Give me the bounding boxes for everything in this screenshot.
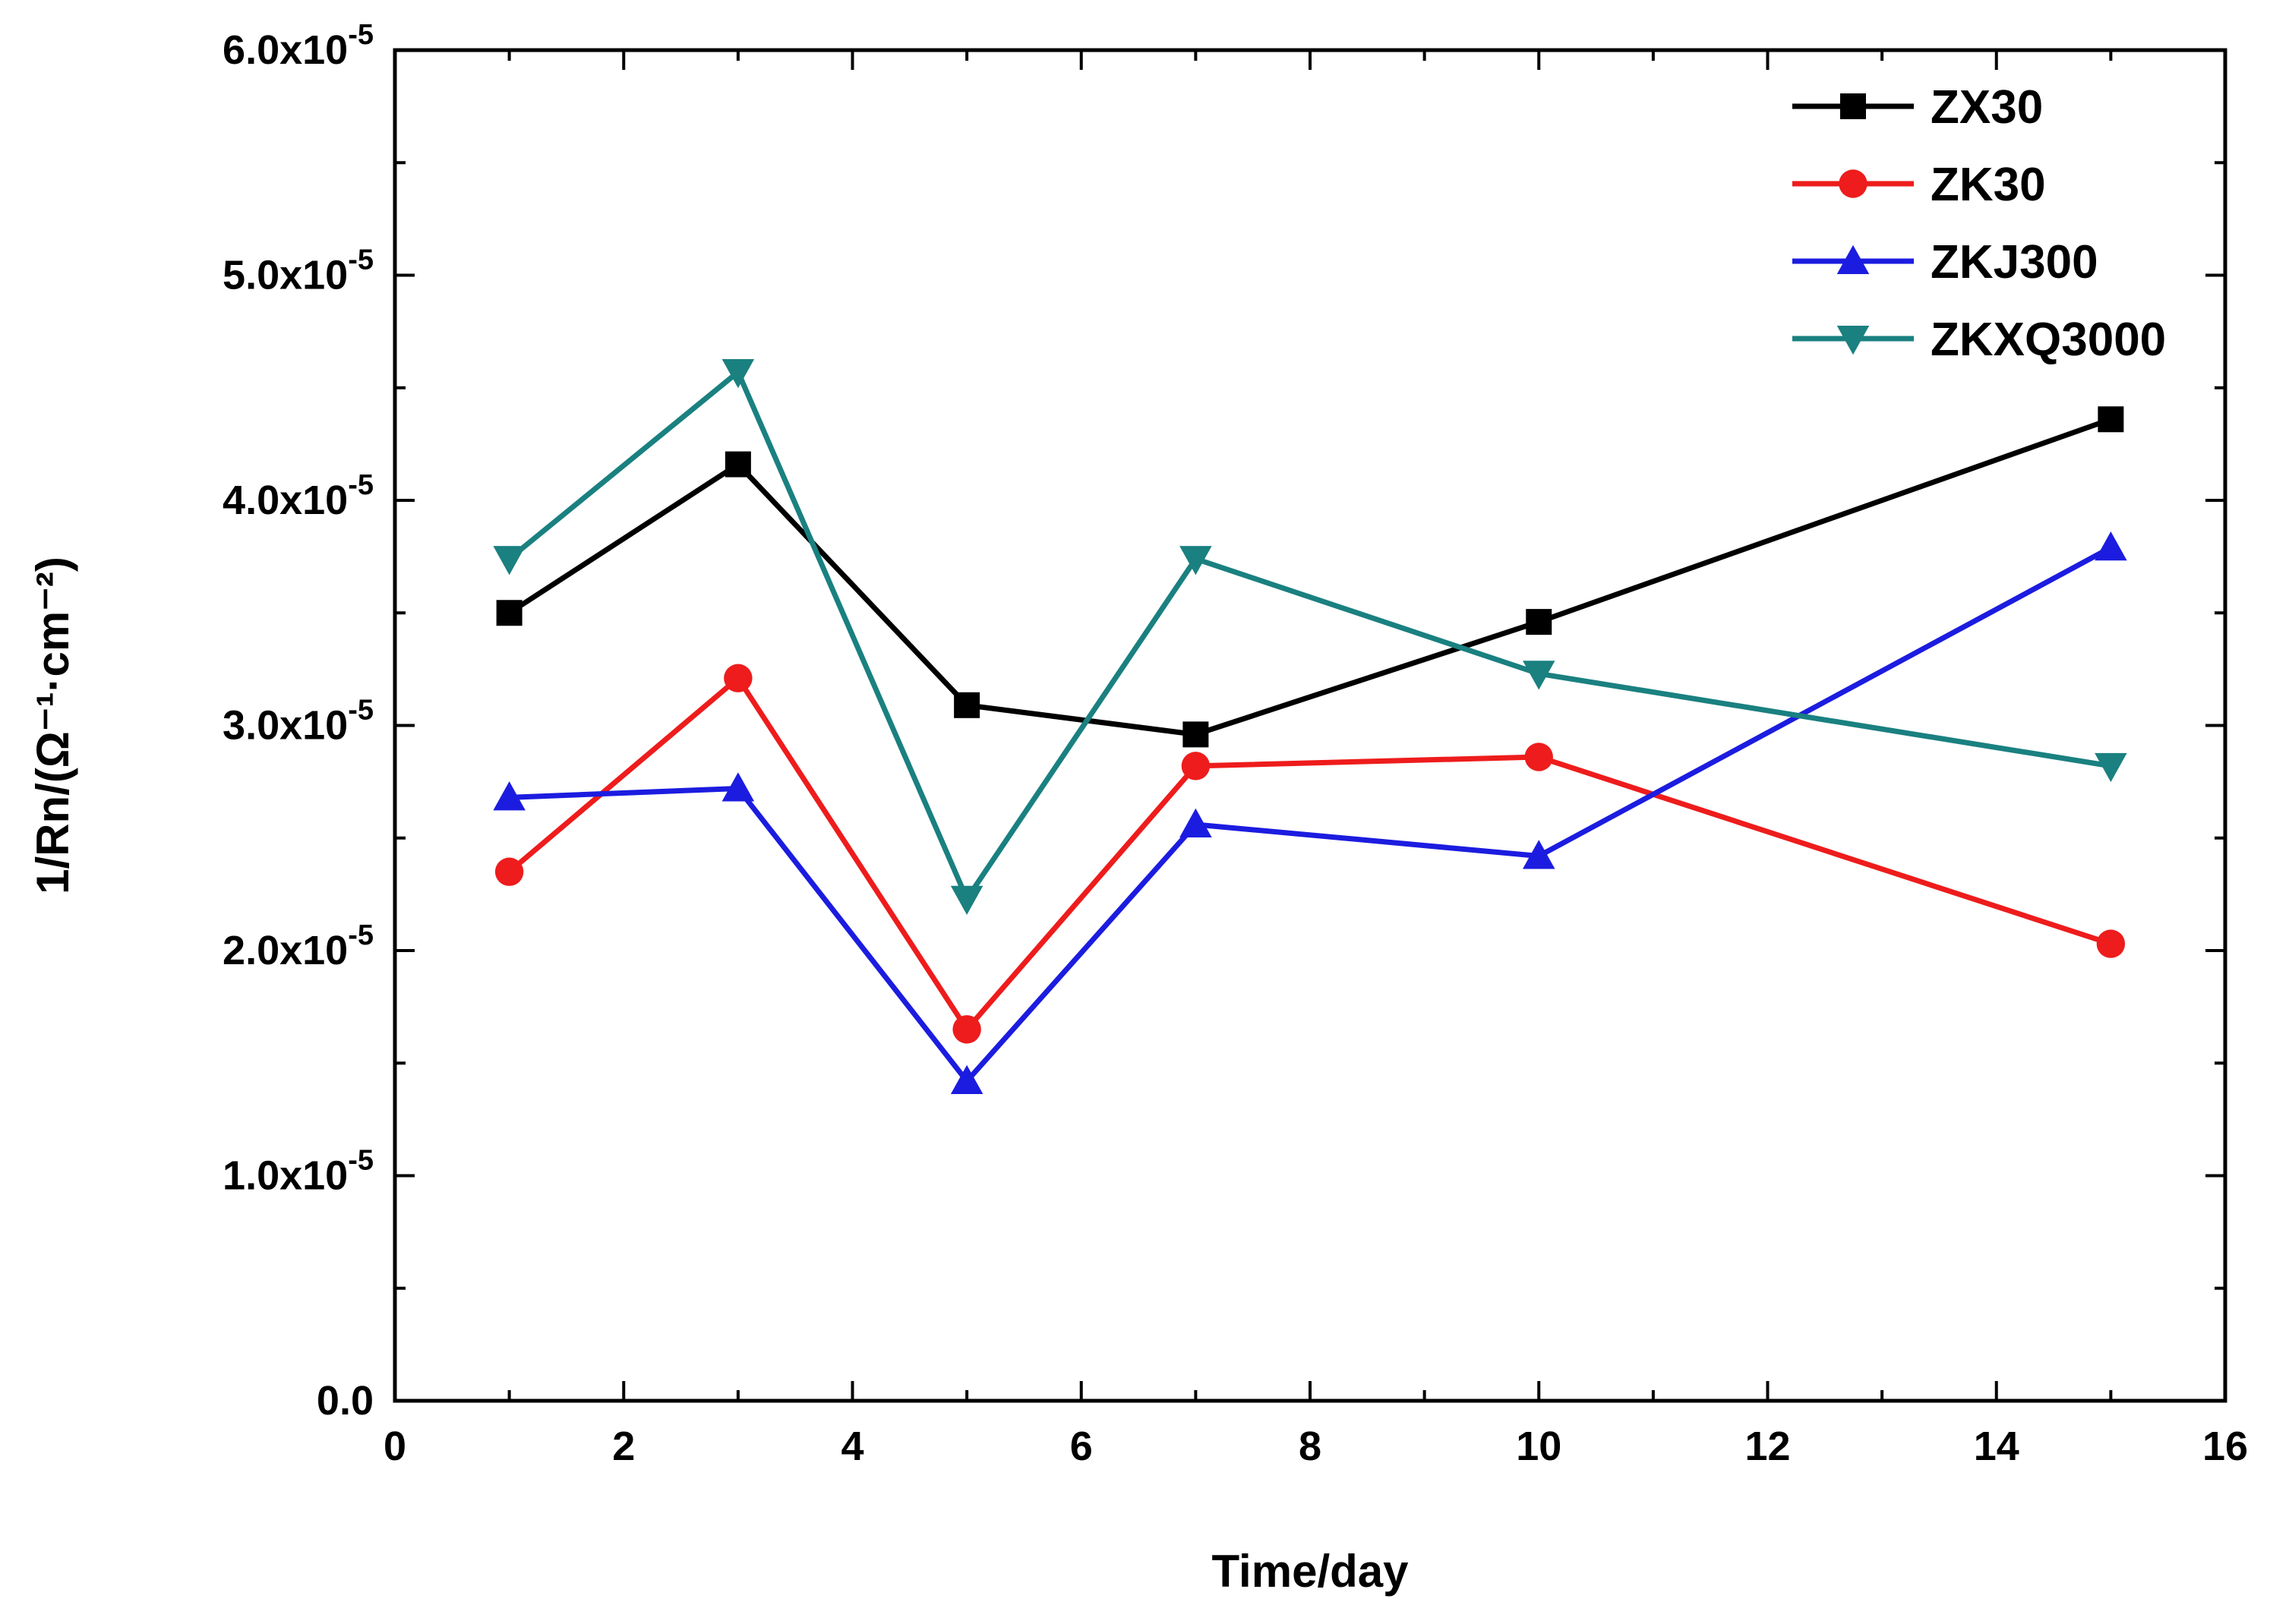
series-zx30 (496, 406, 2124, 748)
series-line-zkj300 (509, 545, 2113, 1084)
y-tick-mantissa: 3.0x10 (223, 703, 348, 749)
y-tick-mantissa: 2.0x10 (223, 928, 348, 973)
data-point-zx30 (954, 692, 980, 718)
series-line-zk30 (507, 675, 2112, 1033)
data-point-zx30 (1526, 609, 1552, 635)
data-point-zx30 (1182, 721, 1209, 748)
y-tick-exponent: -5 (348, 19, 374, 51)
x-tick-label: 10 (1516, 1424, 1561, 1469)
legend-item: ZK30 (1792, 159, 2046, 211)
y-tick-label: 6.0x10-5 (223, 19, 374, 73)
legend-label: ZX30 (1931, 81, 2043, 134)
x-tick-label: 4 (841, 1424, 863, 1469)
data-point-zkj300 (950, 1064, 983, 1094)
x-tick-label: 12 (1744, 1424, 1790, 1469)
y-tick-mantissa: 6.0x10 (223, 27, 348, 73)
legend-marker (1839, 169, 1867, 198)
data-point-zkxq3000 (1523, 661, 1555, 690)
y-tick-mantissa: 4.0x10 (223, 478, 348, 523)
data-point-zkxq3000 (1179, 546, 1212, 575)
y-tick-label: 4.0x10-5 (223, 469, 374, 523)
x-tick-label: 2 (612, 1424, 635, 1469)
series-zkj300 (493, 531, 2127, 1094)
series-zkxq3000 (493, 358, 2127, 916)
legend-label: ZKXQ3000 (1931, 314, 2166, 366)
data-point-zk30 (724, 664, 753, 692)
x-axis-title: Time/day (1211, 1546, 1409, 1597)
y-tick-exponent: -5 (348, 1145, 374, 1177)
y-tick-label: 2.0x10-5 (223, 919, 374, 973)
data-point-zk30 (494, 857, 524, 886)
data-point-zkj300 (1523, 840, 1555, 869)
y-axis-title: 1/Rn/(Ω⁻¹·cm⁻²) (27, 557, 78, 894)
legend-item: ZX30 (1792, 81, 2043, 134)
legend-label: ZKJ300 (1931, 236, 2098, 289)
data-point-zx30 (2098, 406, 2124, 433)
data-point-zkj300 (1179, 808, 1212, 837)
x-tick-label: 0 (384, 1424, 406, 1469)
data-point-zk30 (952, 1015, 981, 1044)
x-tick-label: 16 (2202, 1424, 2248, 1469)
x-tick-label: 8 (1299, 1424, 1321, 1469)
x-tick-label: 14 (1974, 1424, 2019, 1469)
data-point-zkxq3000 (493, 546, 526, 575)
legend-item: ZKXQ3000 (1792, 314, 2166, 366)
x-tick-label: 6 (1070, 1424, 1093, 1469)
y-tick-label: 1.0x10-5 (223, 1145, 374, 1199)
y-tick-label: 5.0x10-5 (223, 244, 374, 298)
data-point-zkxq3000 (2095, 752, 2127, 783)
legend-item: ZKJ300 (1792, 236, 2098, 289)
data-point-zx30 (496, 600, 523, 626)
y-tick-mantissa: 5.0x10 (223, 253, 348, 298)
y-tick-label: 3.0x10-5 (223, 695, 374, 749)
y-tick-exponent: -5 (348, 469, 374, 501)
data-point-zk30 (2096, 929, 2126, 958)
series-layer (493, 358, 2127, 1094)
axes: 0 2 4 6 8 10 12 14 160.01.0x10-52.0x10-53.0x10-5… (223, 19, 2248, 1469)
y-tick-mantissa: 0.0 (317, 1378, 374, 1424)
data-point-zkxq3000 (950, 885, 983, 916)
legend-marker (1836, 244, 1870, 274)
y-tick-label: 0.0 (317, 1378, 374, 1424)
y-tick-exponent: -5 (348, 695, 374, 727)
series-line-zx30 (507, 416, 2112, 737)
data-point-zx30 (725, 451, 751, 478)
y-tick-exponent: -5 (348, 919, 374, 951)
series-line-zkxq3000 (507, 369, 2111, 902)
legend: ZX30 ZK30 ZKJ300 ZKXQ3000 (1792, 81, 2166, 366)
data-point-zkj300 (2095, 531, 2127, 561)
legend-label: ZK30 (1931, 159, 2046, 211)
y-tick-mantissa: 1.0x10 (223, 1153, 348, 1199)
y-tick-exponent: -5 (348, 244, 374, 276)
series-zk30 (494, 664, 2126, 1044)
data-point-zk30 (1181, 752, 1211, 780)
data-point-zk30 (1524, 743, 1553, 771)
legend-marker (1836, 326, 1870, 355)
data-point-zkxq3000 (721, 358, 755, 389)
legend-marker (1840, 93, 1866, 119)
data-point-zkj300 (493, 781, 526, 811)
data-point-zkj300 (721, 772, 755, 802)
